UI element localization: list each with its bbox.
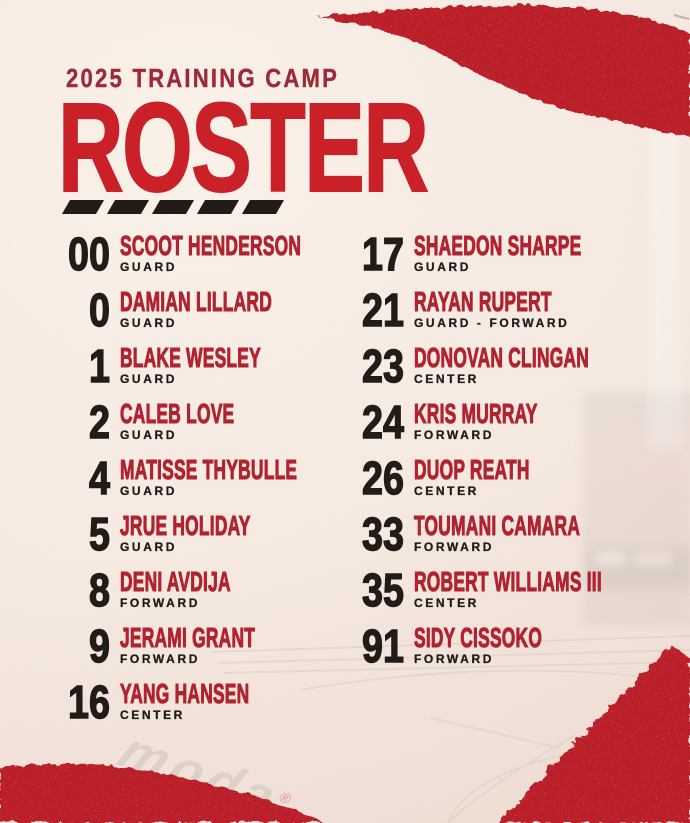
player-name: RAYAN RUPERT [414,286,552,317]
roster-row: 2 CALEB LOVE GUARD [46,396,412,448]
roster-row: 33 TOUMANI CAMARA FORWARD [338,508,690,560]
player-info: SCOOT HENDERSON GUARD [120,230,412,275]
roster-row: 24 KRIS MURRAY FORWARD [338,396,690,448]
roster-row: 1 BLAKE WESLEY GUARD [46,340,412,392]
player-info: ROBERT WILLIAMS III CENTER [414,566,690,611]
player-number: 21 [361,284,404,336]
player-number: 23 [361,340,404,392]
player-number: 9 [88,620,110,672]
roster-column-left: 00 SCOOT HENDERSON GUARD 0 DAMIAN LILLAR… [46,228,412,728]
player-position: FORWARD [414,540,494,554]
player-info: TOUMANI CAMARA FORWARD [414,510,682,555]
player-number: 8 [88,564,110,616]
player-position: GUARD [120,260,177,274]
roster-row: 21 RAYAN RUPERT GUARD - FORWARD [338,284,690,336]
player-name: JRUE HOLIDAY [120,510,251,541]
player-number: 16 [67,676,110,728]
player-position: GUARD [120,372,177,386]
player-number: 33 [361,508,404,560]
roster-row: 9 JERAMI GRANT FORWARD [46,620,412,672]
player-position: GUARD [414,260,471,274]
player-position: GUARD - FORWARD [414,316,570,330]
hazard-dash-icon [196,200,240,214]
player-name: KRIS MURRAY [414,398,538,429]
player-name: JERAMI GRANT [120,622,256,653]
roster-row: 5 JRUE HOLIDAY GUARD [46,508,412,560]
hazard-dashes [61,200,285,214]
player-position: CENTER [414,596,479,610]
player-position: CENTER [414,484,479,498]
player-info: YANG HANSEN CENTER [120,678,329,723]
player-name: SIDY CISSOKO [414,622,543,653]
player-info: DUOP REATH CENTER [414,454,601,499]
player-position: CENTER [120,708,185,722]
player-position: FORWARD [120,596,200,610]
roster-row: 00 SCOOT HENDERSON GUARD [46,228,412,280]
player-number: 1 [88,340,110,392]
player-info: MATISSE THYBULLE GUARD [120,454,406,499]
roster-row: 91 SIDY CISSOKO FORWARD [338,620,690,672]
player-number: 91 [361,620,404,672]
player-info: DAMIAN LILLARD GUARD [120,286,365,331]
player-info: CALEB LOVE GUARD [120,398,304,443]
player-position: GUARD [120,316,177,330]
player-info: KRIS MURRAY FORWARD [414,398,613,443]
roster-row: 35 ROBERT WILLIAMS III CENTER [338,564,690,616]
hazard-dash-icon [151,200,195,214]
player-name: YANG HANSEN [120,678,250,709]
player-info: DONOVAN CLINGAN CENTER [414,342,690,387]
player-position: FORWARD [414,428,494,442]
player-number: 17 [361,228,404,280]
player-name: TOUMANI CAMARA [414,510,581,541]
player-name: SCOOT HENDERSON [120,230,302,261]
player-position: FORWARD [120,652,200,666]
roster-row: 4 MATISSE THYBULLE GUARD [46,452,412,504]
player-position: CENTER [414,372,479,386]
roster-row: 0 DAMIAN LILLARD GUARD [46,284,412,336]
poster-kicker: 2025 TRAINING CAMP [66,63,340,93]
player-position: GUARD [120,428,177,442]
player-number: 5 [88,508,110,560]
poster-title: ROSTER [57,77,429,218]
player-number: 4 [88,452,110,504]
player-name: DONOVAN CLINGAN [414,342,590,373]
player-number: 2 [88,396,110,448]
roster-row: 8 DENI AVDIJA FORWARD [46,564,412,616]
player-name: BLAKE WESLEY [120,342,261,373]
player-name: MATISSE THYBULLE [120,454,298,485]
roster-column-right: 17 SHAEDON SHARPE GUARD 21 RAYAN RUPERT … [338,228,690,672]
player-name: DUOP REATH [414,454,530,485]
player-name: DENI AVDIJA [120,566,231,597]
hazard-dash-icon [241,200,285,214]
player-info: JRUE HOLIDAY GUARD [120,510,331,555]
player-info: DENI AVDIJA FORWARD [120,566,299,611]
roster-row: 23 DONOVAN CLINGAN CENTER [338,340,690,392]
roster-row: 17 SHAEDON SHARPE GUARD [338,228,690,280]
hazard-dash-icon [61,200,105,214]
player-number: 0 [88,284,110,336]
player-position: GUARD [120,484,177,498]
player-name: DAMIAN LILLARD [120,286,272,317]
player-info: JERAMI GRANT FORWARD [120,622,338,667]
player-number: 00 [67,228,110,280]
player-number: 24 [361,396,404,448]
player-info: RAYAN RUPERT GUARD - FORWARD [414,286,636,331]
player-info: SIDY CISSOKO FORWARD [414,622,621,667]
player-position: FORWARD [414,652,494,666]
player-info: SHAEDON SHARPE GUARD [414,230,684,275]
player-name: ROBERT WILLIAMS III [414,566,602,597]
player-info: BLAKE WESLEY GUARD [120,342,347,387]
roster-row: 16 YANG HANSEN CENTER [46,676,412,728]
player-name: CALEB LOVE [120,398,235,429]
player-number: 26 [361,452,404,504]
player-name: SHAEDON SHARPE [414,230,582,261]
player-position: GUARD [120,540,177,554]
player-number: 35 [361,564,404,616]
roster-row: 26 DUOP REATH CENTER [338,452,690,504]
hazard-dash-icon [106,200,150,214]
